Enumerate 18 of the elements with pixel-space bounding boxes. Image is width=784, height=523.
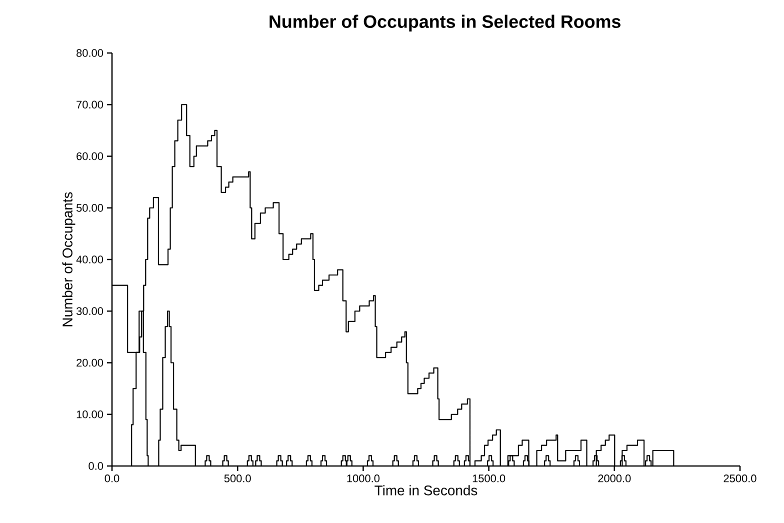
y-axis-title: Number of Occupants bbox=[62, 192, 76, 326]
y-tick-label: 10.00 bbox=[76, 410, 104, 418]
y-tick-label: 20.00 bbox=[76, 358, 104, 367]
y-tick-label: 40.00 bbox=[76, 256, 104, 264]
x-axis-title: Time in Seconds bbox=[374, 485, 478, 496]
y-tick-label: 60.00 bbox=[76, 152, 104, 160]
chart-title: Number of Occupants in Selected Rooms bbox=[270, 14, 620, 32]
y-tick-label: 50.00 bbox=[76, 204, 104, 212]
x-tick-label: 2000.0 bbox=[598, 474, 631, 482]
y-tick-label: 70.00 bbox=[76, 100, 104, 109]
y-tick-label: 80.00 bbox=[76, 49, 104, 57]
y-tick-label: 0.0 bbox=[88, 462, 104, 470]
x-tick-label: 0.0 bbox=[104, 474, 120, 482]
y-tick-label: 30.00 bbox=[76, 307, 104, 316]
x-tick-label: 2500.0 bbox=[724, 474, 756, 482]
x-tick-label: 1000.0 bbox=[347, 474, 380, 482]
x-tick-label: 1500.0 bbox=[472, 474, 506, 482]
x-tick-label: 500.0 bbox=[224, 474, 251, 482]
